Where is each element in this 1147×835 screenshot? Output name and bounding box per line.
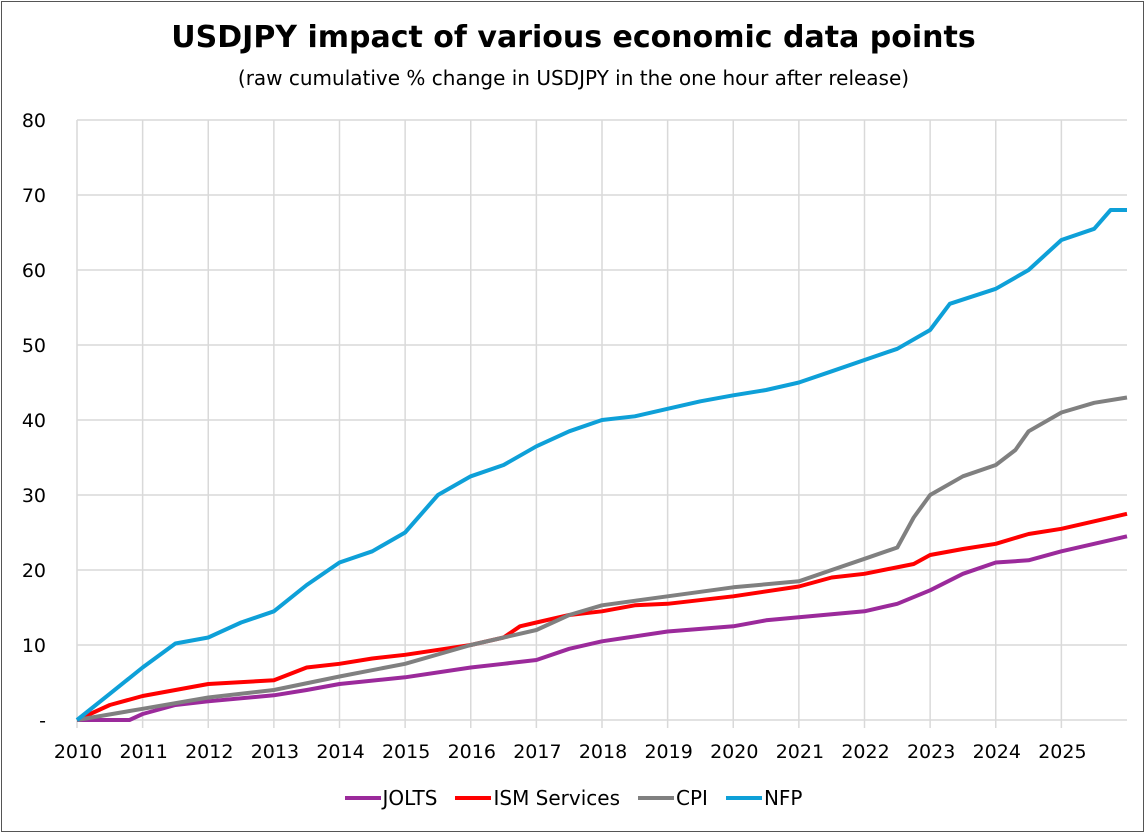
y-tick-label: 50 — [22, 335, 46, 357]
legend: JOLTS ISM Services CPI NFP — [0, 786, 1147, 810]
legend-swatch — [455, 796, 492, 800]
series-line-ism-services — [76, 511, 1128, 722]
x-tick-label: 2012 — [185, 741, 233, 763]
x-tick-label: 2021 — [776, 741, 824, 763]
y-tick-label: 30 — [22, 485, 46, 507]
chart-title: USDJPY impact of various economic data p… — [171, 20, 976, 55]
x-tick-label: 2018 — [579, 741, 627, 763]
legend-label: ISM Services — [493, 786, 621, 810]
x-tick-label: 2015 — [382, 741, 430, 763]
y-tick-label: 80 — [22, 110, 46, 132]
y-tick-label: 60 — [22, 260, 46, 282]
x-tick-label: 2019 — [644, 741, 692, 763]
chart-subtitle: (raw cumulative % change in USDJPY in th… — [237, 66, 910, 90]
series-line-nfp — [75, 208, 1127, 722]
series-line-cpi — [76, 395, 1128, 722]
legend-swatch — [725, 796, 762, 800]
x-tick-label: 2013 — [251, 741, 299, 763]
legend-item: JOLTS — [344, 786, 438, 810]
legend-swatch — [344, 796, 381, 800]
x-tick-label: 2023 — [907, 741, 955, 763]
y-tick-label: 20 — [22, 560, 46, 582]
x-tick-label: 2025 — [1038, 741, 1086, 763]
x-tick-label: 2010 — [54, 741, 102, 763]
x-tick-label: 2011 — [119, 741, 167, 763]
legend-swatch — [638, 796, 675, 800]
x-tick-label: 2022 — [841, 741, 889, 763]
x-tick-label: 2014 — [316, 741, 364, 763]
legend-label: NFP — [763, 786, 803, 810]
x-tick-label: 2024 — [973, 741, 1021, 763]
series-line-jolts — [77, 534, 1128, 722]
y-tick-label: - — [39, 710, 46, 732]
legend-item: NFP — [725, 786, 803, 810]
x-tick-label: 2017 — [513, 741, 561, 763]
legend-label: CPI — [676, 786, 708, 810]
y-tick-label: 40 — [22, 410, 46, 432]
y-tick-label: 70 — [22, 185, 46, 207]
x-tick-label: 2016 — [448, 741, 496, 763]
x-tick-label: 2020 — [710, 741, 758, 763]
y-tick-label: 10 — [22, 635, 46, 657]
legend-item: ISM Services — [455, 786, 620, 810]
legend-item: CPI — [638, 786, 708, 810]
legend-label: JOLTS — [382, 786, 438, 810]
